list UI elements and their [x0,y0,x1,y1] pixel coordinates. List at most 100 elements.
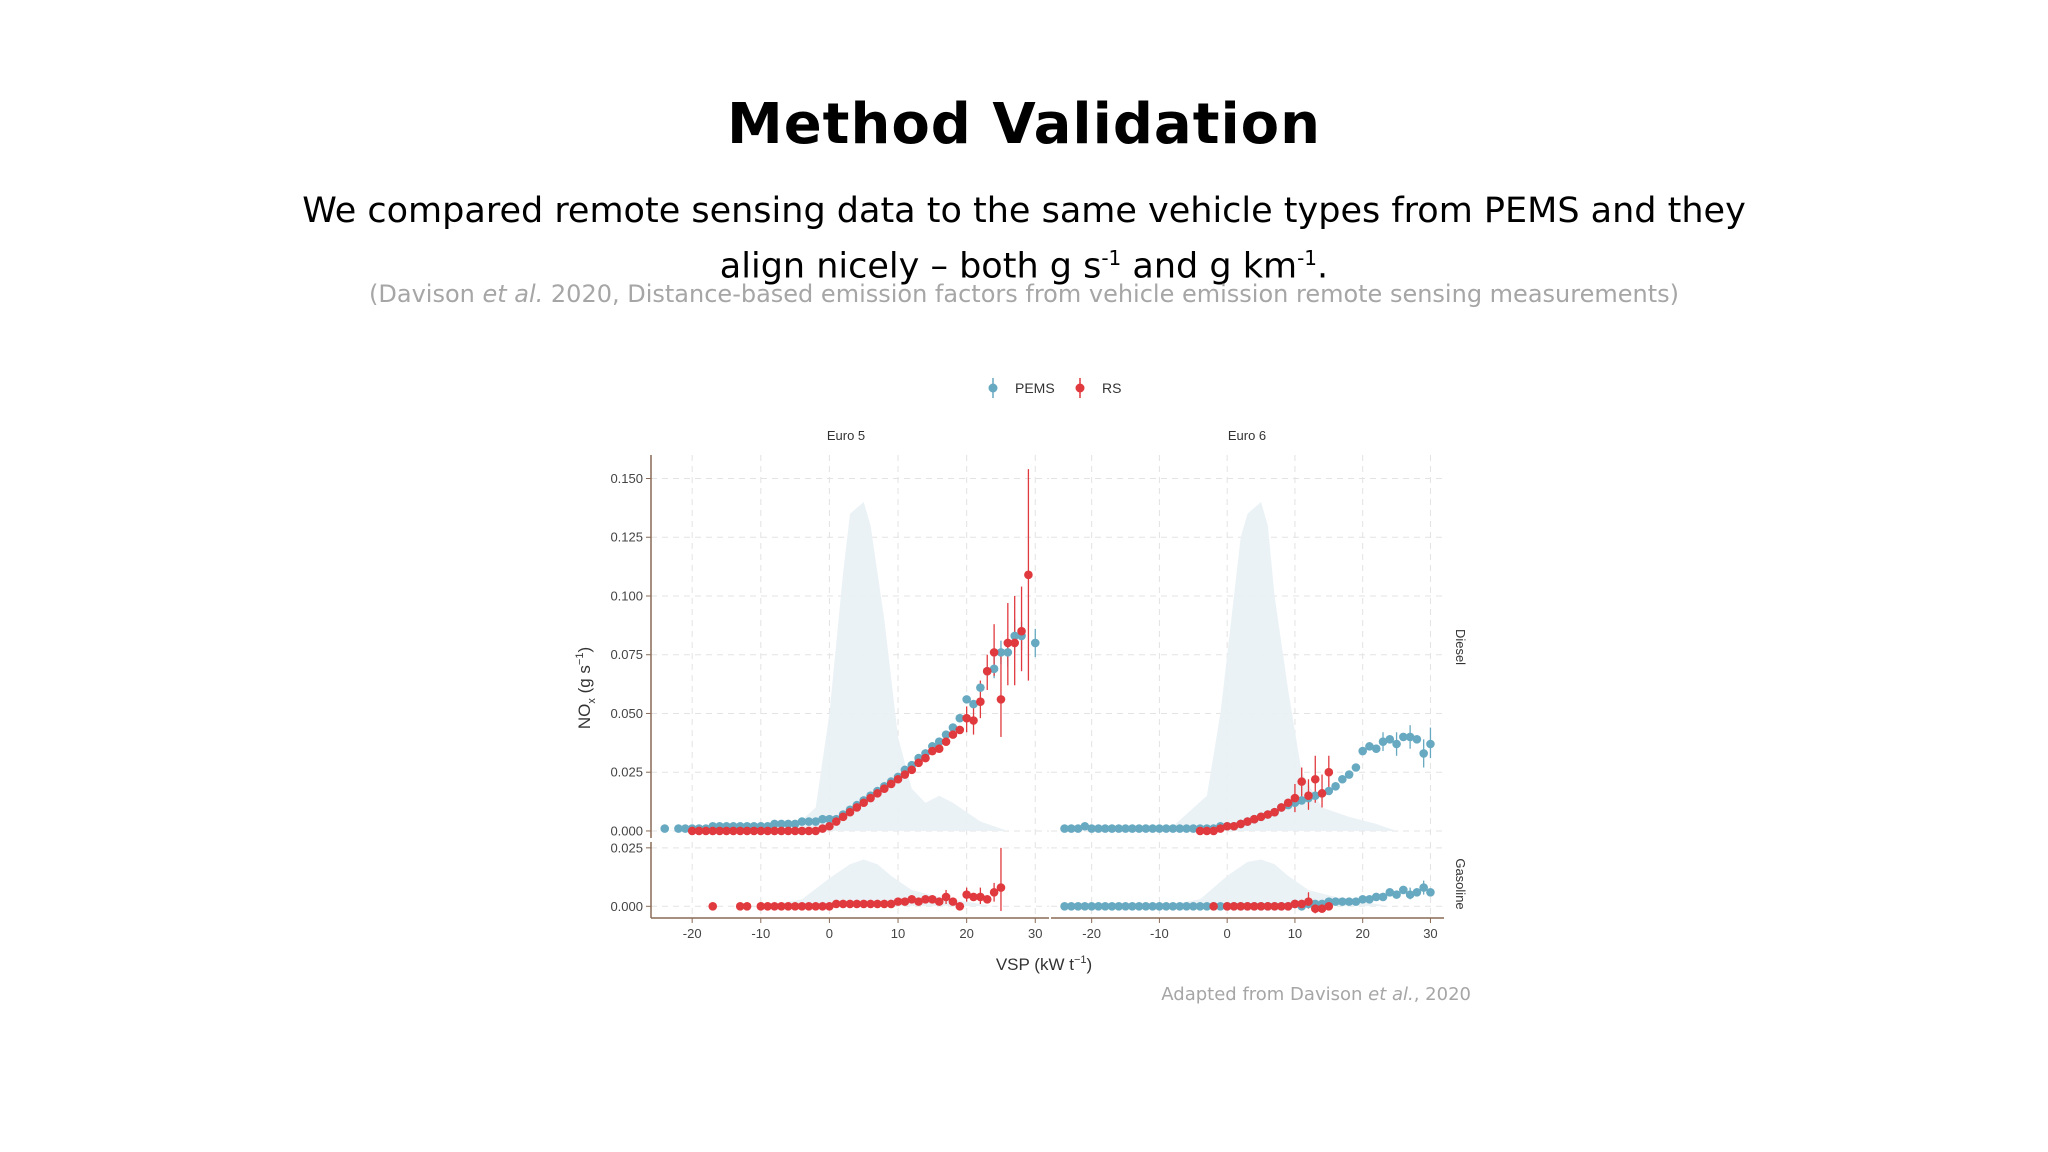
pems-point-euro6-diesel-35 [1297,796,1307,805]
pems-point-euro6-diesel-51 [1405,732,1415,742]
rs-point-euro5-gasoline-4 [763,902,772,911]
subtitle-line2-a: align nicely – both g s [719,246,1102,287]
pems-point-euro5-diesel-49 [1003,648,1013,657]
pems-point-euro6-diesel-12 [1141,824,1151,833]
pems-point-euro6-gasoline-21 [1202,902,1212,911]
panel-euro6-gasoline: -20 -10 0 10 20 30 [1051,842,1444,941]
pems-point-euro6-gasoline-46 [1371,892,1381,902]
rs-point-euro6-gasoline-14 [1310,904,1320,913]
x-tick-label-euro5-gasoline-4: 20 [959,926,973,941]
facet-euro5-label: Euro 5 [827,428,865,443]
x-tick-label-euro6-gasoline-2: 0 [1224,926,1231,941]
pems-point-euro6-gasoline-52 [1412,887,1422,897]
rs-point-euro5-gasoline-10 [804,902,814,911]
y-axis-label: NOx (g s−1) [574,647,598,729]
y-axis-label-end: ) [575,647,594,653]
pems-point-euro6-gasoline-51 [1405,890,1415,899]
x-tick-label-euro5-gasoline-1: -10 [751,926,770,941]
rs-point-euro5-gasoline-25 [907,894,917,904]
rs-point-euro6-gasoline-2 [1229,902,1239,911]
rs-point-euro5-gasoline-14 [831,899,841,909]
rs-point-euro6-diesel-18 [1317,789,1327,798]
pems-point-euro6-gasoline-6 [1100,902,1110,911]
rs-point-euro5-gasoline-15 [838,899,848,909]
pems-point-euro6-gasoline-23 [1216,902,1225,911]
rs-point-euro5-gasoline-1 [735,902,745,911]
rs-point-euro5-gasoline-8 [790,902,800,911]
rs-point-euro5-diesel-47 [1010,638,1019,648]
image-credit: Adapted from Davison et al., 2020 [1161,984,1471,1005]
rs-point-euro5-diesel-46 [1003,638,1013,648]
pems-point-euro6-diesel-39 [1324,786,1334,796]
pems-point-euro5-diesel-1 [674,824,683,833]
rs-point-euro6-diesel-15 [1297,777,1307,786]
rs-point-euro5-diesel-27 [873,789,882,798]
density-area-euro6-diesel [1057,501,1397,831]
pems-point-euro6-gasoline-12 [1141,902,1151,911]
pems-point-euro6-diesel-19 [1188,824,1198,833]
rs-point-euro5-gasoline-30 [941,892,951,902]
rs-point-euro5-gasoline-19 [866,899,875,909]
x-tick-label-euro5-gasoline-5: 30 [1028,926,1042,941]
y-tick-label-euro5-diesel-2: 0.050 [610,706,643,721]
x-axis-label-sup: −1 [1074,954,1087,966]
rs-point-euro5-gasoline-37 [989,887,999,897]
pems-point-euro6-gasoline-54 [1426,887,1435,897]
rs-point-euro5-gasoline-28 [928,894,937,904]
rs-point-euro5-diesel-13 [777,826,786,836]
y-tick-label-euro5-diesel-0: 0.000 [610,823,643,838]
pems-point-euro6-diesel-11 [1134,824,1144,833]
rs-point-euro5-gasoline-2 [742,902,752,911]
pems-point-euro6-diesel-14 [1155,824,1164,833]
rs-point-euro5-diesel-17 [804,826,814,836]
rs-point-euro6-diesel-0 [1195,826,1205,836]
pems-point-euro6-gasoline-18 [1182,902,1191,911]
pems-point-euro6-gasoline-9 [1121,902,1130,911]
rs-point-euro6-diesel-4 [1222,821,1232,831]
slide-subtitle: We compared remote sensing data to the s… [280,188,1768,291]
x-axis-label: VSP (kW t−1) [996,954,1092,974]
rs-point-euro5-diesel-31 [900,770,910,779]
pems-point-euro6-diesel-9 [1121,824,1130,833]
rs-point-euro5-gasoline-12 [818,902,827,911]
pems-point-euro5-diesel-18 [790,819,800,829]
pems-point-euro6-diesel-50 [1399,732,1408,742]
rs-point-euro5-gasoline-21 [880,899,889,909]
rs-point-euro5-diesel-34 [921,753,930,763]
rs-point-euro5-diesel-23 [845,807,855,817]
pems-point-euro5-diesel-16 [777,819,786,829]
pems-point-euro6-gasoline-42 [1344,897,1354,906]
pems-point-euro6-gasoline-16 [1168,902,1178,911]
rs-point-euro6-gasoline-15 [1317,904,1327,913]
rs-point-euro6-diesel-14 [1290,793,1300,803]
pems-point-euro5-diesel-22 [818,814,827,824]
rs-point-euro5-diesel-49 [1024,570,1033,580]
rs-point-euro6-diesel-10 [1263,810,1273,819]
y-axis-label-a: NO [575,704,594,730]
pems-point-euro5-diesel-42 [955,713,965,723]
pems-point-euro6-gasoline-1 [1067,902,1076,911]
pems-point-euro6-diesel-5 [1094,824,1103,833]
rs-point-euro5-gasoline-5 [770,902,779,911]
facet-diesel-label: Diesel [1453,629,1468,665]
pems-point-euro6-gasoline-0 [1060,902,1069,911]
legend-pems-marker [988,383,998,393]
pems-point-euro6-gasoline-5 [1094,902,1103,911]
rs-point-euro6-diesel-6 [1236,819,1246,829]
pems-point-euro6-gasoline-3 [1080,902,1090,911]
panel-euro6-diesel [1051,455,1444,838]
pems-point-euro6-gasoline-41 [1338,897,1347,906]
rs-point-euro6-diesel-19 [1324,767,1334,777]
legend-rs-label: RS [1102,380,1121,396]
legend-rs-marker [1075,383,1085,393]
rs-point-euro5-diesel-30 [893,774,903,784]
rs-point-euro6-diesel-16 [1304,791,1313,801]
rs-point-euro5-gasoline-16 [845,899,855,909]
pems-point-euro6-gasoline-50 [1399,885,1408,895]
rs-point-euro6-gasoline-0 [1209,902,1218,911]
rs-point-euro5-gasoline-6 [777,902,786,911]
y-tick-label-euro5-diesel-3: 0.075 [610,647,643,662]
rs-point-euro5-gasoline-33 [962,890,971,899]
rs-point-euro6-diesel-8 [1249,814,1259,824]
